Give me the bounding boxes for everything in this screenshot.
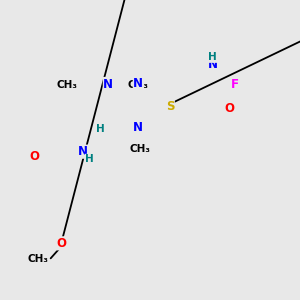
Text: H: H (96, 124, 104, 134)
Text: N: N (78, 145, 88, 158)
Text: CH₃: CH₃ (27, 254, 48, 264)
Text: H: H (85, 154, 94, 164)
Text: O: O (29, 149, 39, 163)
Text: N: N (133, 121, 143, 134)
Text: H: H (208, 52, 217, 62)
Text: O: O (57, 237, 67, 250)
Text: F: F (231, 78, 239, 91)
Text: N: N (133, 77, 143, 90)
Text: CH₃: CH₃ (130, 144, 151, 154)
Text: O: O (224, 102, 234, 115)
Text: CH₃: CH₃ (127, 80, 148, 90)
Text: N: N (208, 58, 218, 70)
Text: CH₃: CH₃ (56, 80, 77, 90)
Text: S: S (166, 100, 174, 112)
Text: N: N (103, 77, 113, 91)
